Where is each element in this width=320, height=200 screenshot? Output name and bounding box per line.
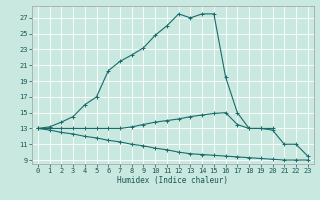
X-axis label: Humidex (Indice chaleur): Humidex (Indice chaleur)	[117, 176, 228, 185]
